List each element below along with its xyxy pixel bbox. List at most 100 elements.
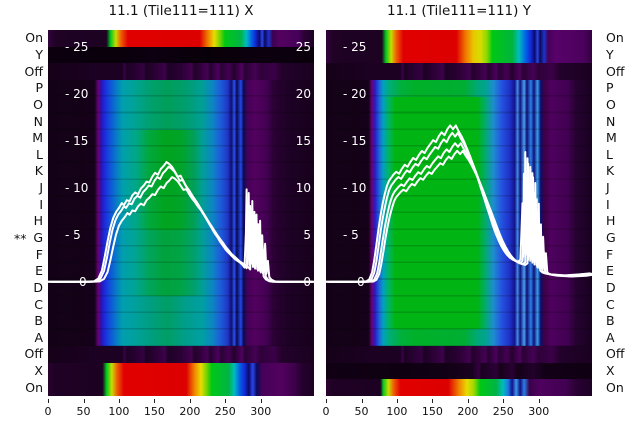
y-tick-label-left-10: - 10: [65, 181, 89, 196]
heatmap-band-x+on: [48, 362, 314, 396]
row-label-right-on-0: On: [606, 30, 624, 46]
x-tick-label-y-50: 50: [354, 405, 369, 418]
row-label-left-on-21: On: [25, 379, 43, 395]
x-tick-label-x-50: 50: [76, 405, 91, 418]
left-panel-title: 11.1 (Tile111=111) X: [108, 3, 254, 19]
x-tick-label-x-150: 150: [143, 405, 165, 418]
heatmap-band-c-a: [48, 296, 314, 347]
row-label-right-y-1: Y: [606, 47, 614, 62]
heatmap-band-off: [48, 346, 314, 363]
row-label-left-on-0: On: [25, 30, 43, 46]
x-tick-mark-x-0: [48, 399, 49, 403]
x-tick-label-x-100: 100: [108, 405, 130, 418]
row-label-left-d-15: D: [33, 279, 43, 295]
x-tick-label-y-300: 300: [528, 405, 550, 418]
heatmap-band-x: [326, 362, 592, 380]
row-label-left-n-5: N: [33, 113, 43, 129]
y-tick-label-right-25: 25: [295, 40, 311, 55]
row-label-right-off-2: Off: [606, 63, 625, 79]
row-label-left-b-17: B: [34, 313, 43, 329]
x-tick-mark-y-0: [326, 399, 327, 403]
heatmap-band-on: [48, 30, 314, 47]
row-label-left-x-20: X: [34, 363, 43, 378]
row-label-left-off-19: Off: [24, 346, 43, 362]
heatmap-band-on+y: [326, 30, 592, 64]
heatmap-band-y: [48, 46, 314, 64]
y-tick-label-right-20: 20: [295, 87, 311, 102]
row-label-right-a-18: A: [606, 329, 615, 345]
profile-curve-x: [48, 161, 314, 283]
row-label-right-d-15: D: [606, 279, 616, 295]
row-label-left-l-7: L: [36, 146, 43, 162]
row-label-right-h-11: H: [606, 213, 616, 229]
y-tick-label-left-10: - 10: [343, 181, 367, 196]
x-tick-mark-x-200: [189, 399, 191, 403]
y-tick-label-left-5: - 5: [343, 228, 359, 243]
x-tick-label-y-0: 0: [322, 405, 330, 418]
heatmap-band-off: [48, 63, 314, 80]
row-label-left-i-10: I: [39, 196, 43, 212]
row-label-left-m-6: M: [32, 130, 43, 146]
x-tick-mark-y-250: [503, 399, 505, 403]
y-tick-label-left-25: - 25: [65, 40, 89, 55]
heatmap-band-off: [326, 63, 592, 80]
row-label-right-k-8: K: [606, 163, 615, 179]
x-tick-mark-y-200: [467, 399, 469, 403]
y-tick-label-right-15: 15: [295, 134, 311, 149]
row-label-right-i-10: I: [606, 196, 610, 212]
x-tick-label-x-200: 200: [179, 405, 201, 418]
row-label-right-x-20: X: [606, 363, 615, 378]
x-tick-mark-x-150: [154, 399, 156, 403]
x-tick-mark-x-50: [83, 399, 85, 403]
row-label-right-e-14: E: [606, 263, 614, 279]
row-label-left-f-13: F: [35, 246, 43, 262]
x-tick-mark-y-150: [432, 399, 434, 403]
x-tick-label-x-0: 0: [44, 405, 52, 418]
heatmap-band-p-n: [48, 79, 314, 130]
row-label-right-m-6: M: [606, 130, 617, 146]
row-label-right-n-5: N: [606, 113, 616, 129]
y-tick-label-left-15: - 15: [65, 134, 89, 149]
row-label-right-j-9: J: [606, 180, 610, 195]
x-tick-mark-y-300: [538, 399, 540, 403]
row-label-left-k-8: K: [34, 163, 43, 179]
row-label-right-p-3: P: [606, 80, 614, 96]
x-tick-mark-x-300: [260, 399, 262, 403]
row-label-right-on-21: On: [606, 379, 624, 395]
row-label-right-b-17: B: [606, 313, 615, 329]
row-label-left-a-18: A: [34, 329, 43, 345]
x-tick-label-y-200: 200: [457, 405, 479, 418]
star-marker: **: [14, 231, 27, 246]
row-label-left-p-3: P: [35, 80, 43, 96]
row-label-right-off-19: Off: [606, 346, 625, 362]
heatmap-band-g-d: [48, 229, 314, 297]
heatmap-band-a: [326, 329, 592, 347]
y-tick-label-left-25: - 25: [343, 40, 367, 55]
x-tick-mark-y-50: [361, 399, 363, 403]
row-label-right-f-13: F: [606, 246, 614, 262]
row-label-left-e-14: E: [35, 263, 43, 279]
row-label-left-j-9: J: [39, 180, 43, 195]
row-label-left-o-4: O: [33, 96, 43, 112]
row-label-right-l-7: L: [606, 146, 613, 162]
y-tick-label-left-5: - 5: [65, 228, 81, 243]
y-tick-label-left-20: - 20: [343, 87, 367, 102]
row-label-right-g-12: G: [606, 230, 616, 245]
row-label-left-off-2: Off: [24, 63, 43, 79]
x-tick-label-y-250: 250: [492, 405, 514, 418]
profile-curve-y: [326, 124, 592, 283]
row-label-left-h-11: H: [33, 213, 43, 229]
y-tick-label-left-20: - 20: [65, 87, 89, 102]
heatmap-band-off: [326, 346, 592, 363]
row-label-right-c-16: C: [606, 296, 615, 312]
right-panel-title: 11.1 (Tile111=111) Y: [387, 3, 531, 19]
x-tick-label-x-300: 300: [250, 405, 272, 418]
row-label-right-o-4: O: [606, 96, 616, 112]
x-tick-label-x-250: 250: [214, 405, 236, 418]
x-tick-mark-x-100: [118, 399, 120, 403]
x-tick-label-y-150: 150: [421, 405, 443, 418]
x-tick-label-y-100: 100: [386, 405, 408, 418]
